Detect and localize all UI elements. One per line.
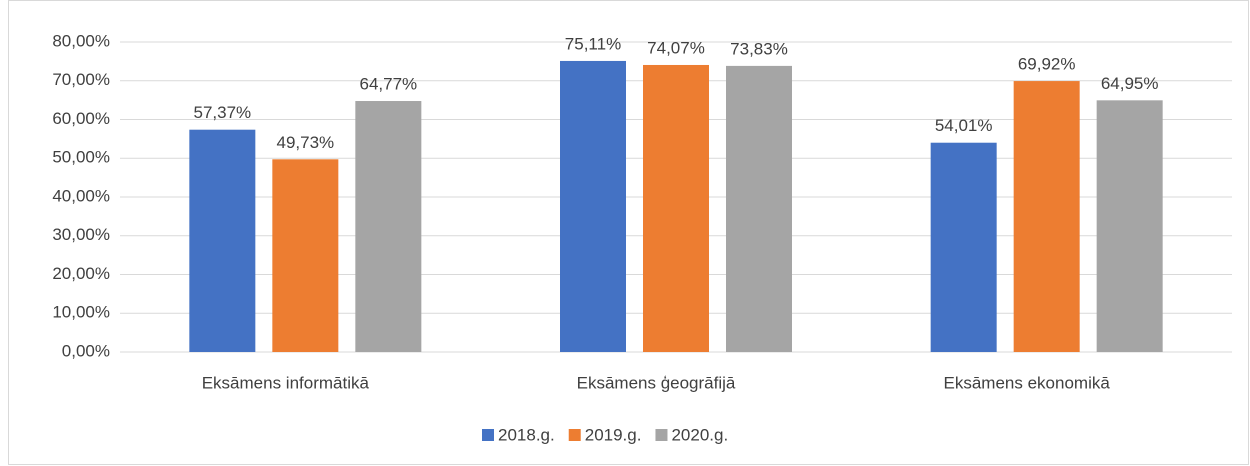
x-tick-label: Eksāmens ģeogrāfijā (577, 373, 736, 392)
data-label: 75,11% (565, 34, 621, 53)
bar (1096, 100, 1163, 352)
x-tick-label: Eksāmens ekonomikā (944, 373, 1111, 392)
y-tick-label: 40,00% (52, 186, 110, 205)
y-tick-label: 70,00% (52, 70, 110, 89)
data-label: 64,95% (1101, 74, 1159, 93)
y-tick-label: 30,00% (52, 225, 110, 244)
data-label: 74,07% (647, 38, 705, 57)
data-label: 69,92% (1018, 55, 1076, 74)
bar (1013, 81, 1080, 352)
data-label: 49,73% (276, 133, 334, 152)
bar (560, 60, 626, 352)
bar (189, 129, 256, 352)
bar (726, 65, 792, 352)
data-label: 54,01% (935, 116, 993, 135)
legend-swatch (655, 429, 668, 441)
y-tick-label: 60,00% (52, 109, 110, 128)
y-tick-label: 80,00% (52, 31, 110, 50)
data-label: 64,77% (359, 75, 417, 94)
x-tick-label: Eksāmens informātikā (202, 373, 370, 392)
bar (355, 101, 422, 352)
legend-label: 2018.g. (498, 425, 555, 444)
y-tick-label: 20,00% (52, 264, 110, 283)
legend-swatch (482, 429, 494, 441)
data-label: 57,37% (193, 103, 251, 122)
bar (930, 142, 997, 352)
y-tick-label: 0,00% (62, 341, 110, 360)
bar (643, 64, 709, 352)
legend-swatch (568, 429, 581, 441)
data-label: 73,83% (730, 39, 788, 58)
legend-label: 2019.g. (585, 425, 642, 444)
legend-label: 2020.g. (671, 425, 728, 444)
bar (272, 159, 339, 352)
y-tick-label: 50,00% (52, 148, 110, 167)
y-tick-label: 10,00% (52, 303, 110, 322)
